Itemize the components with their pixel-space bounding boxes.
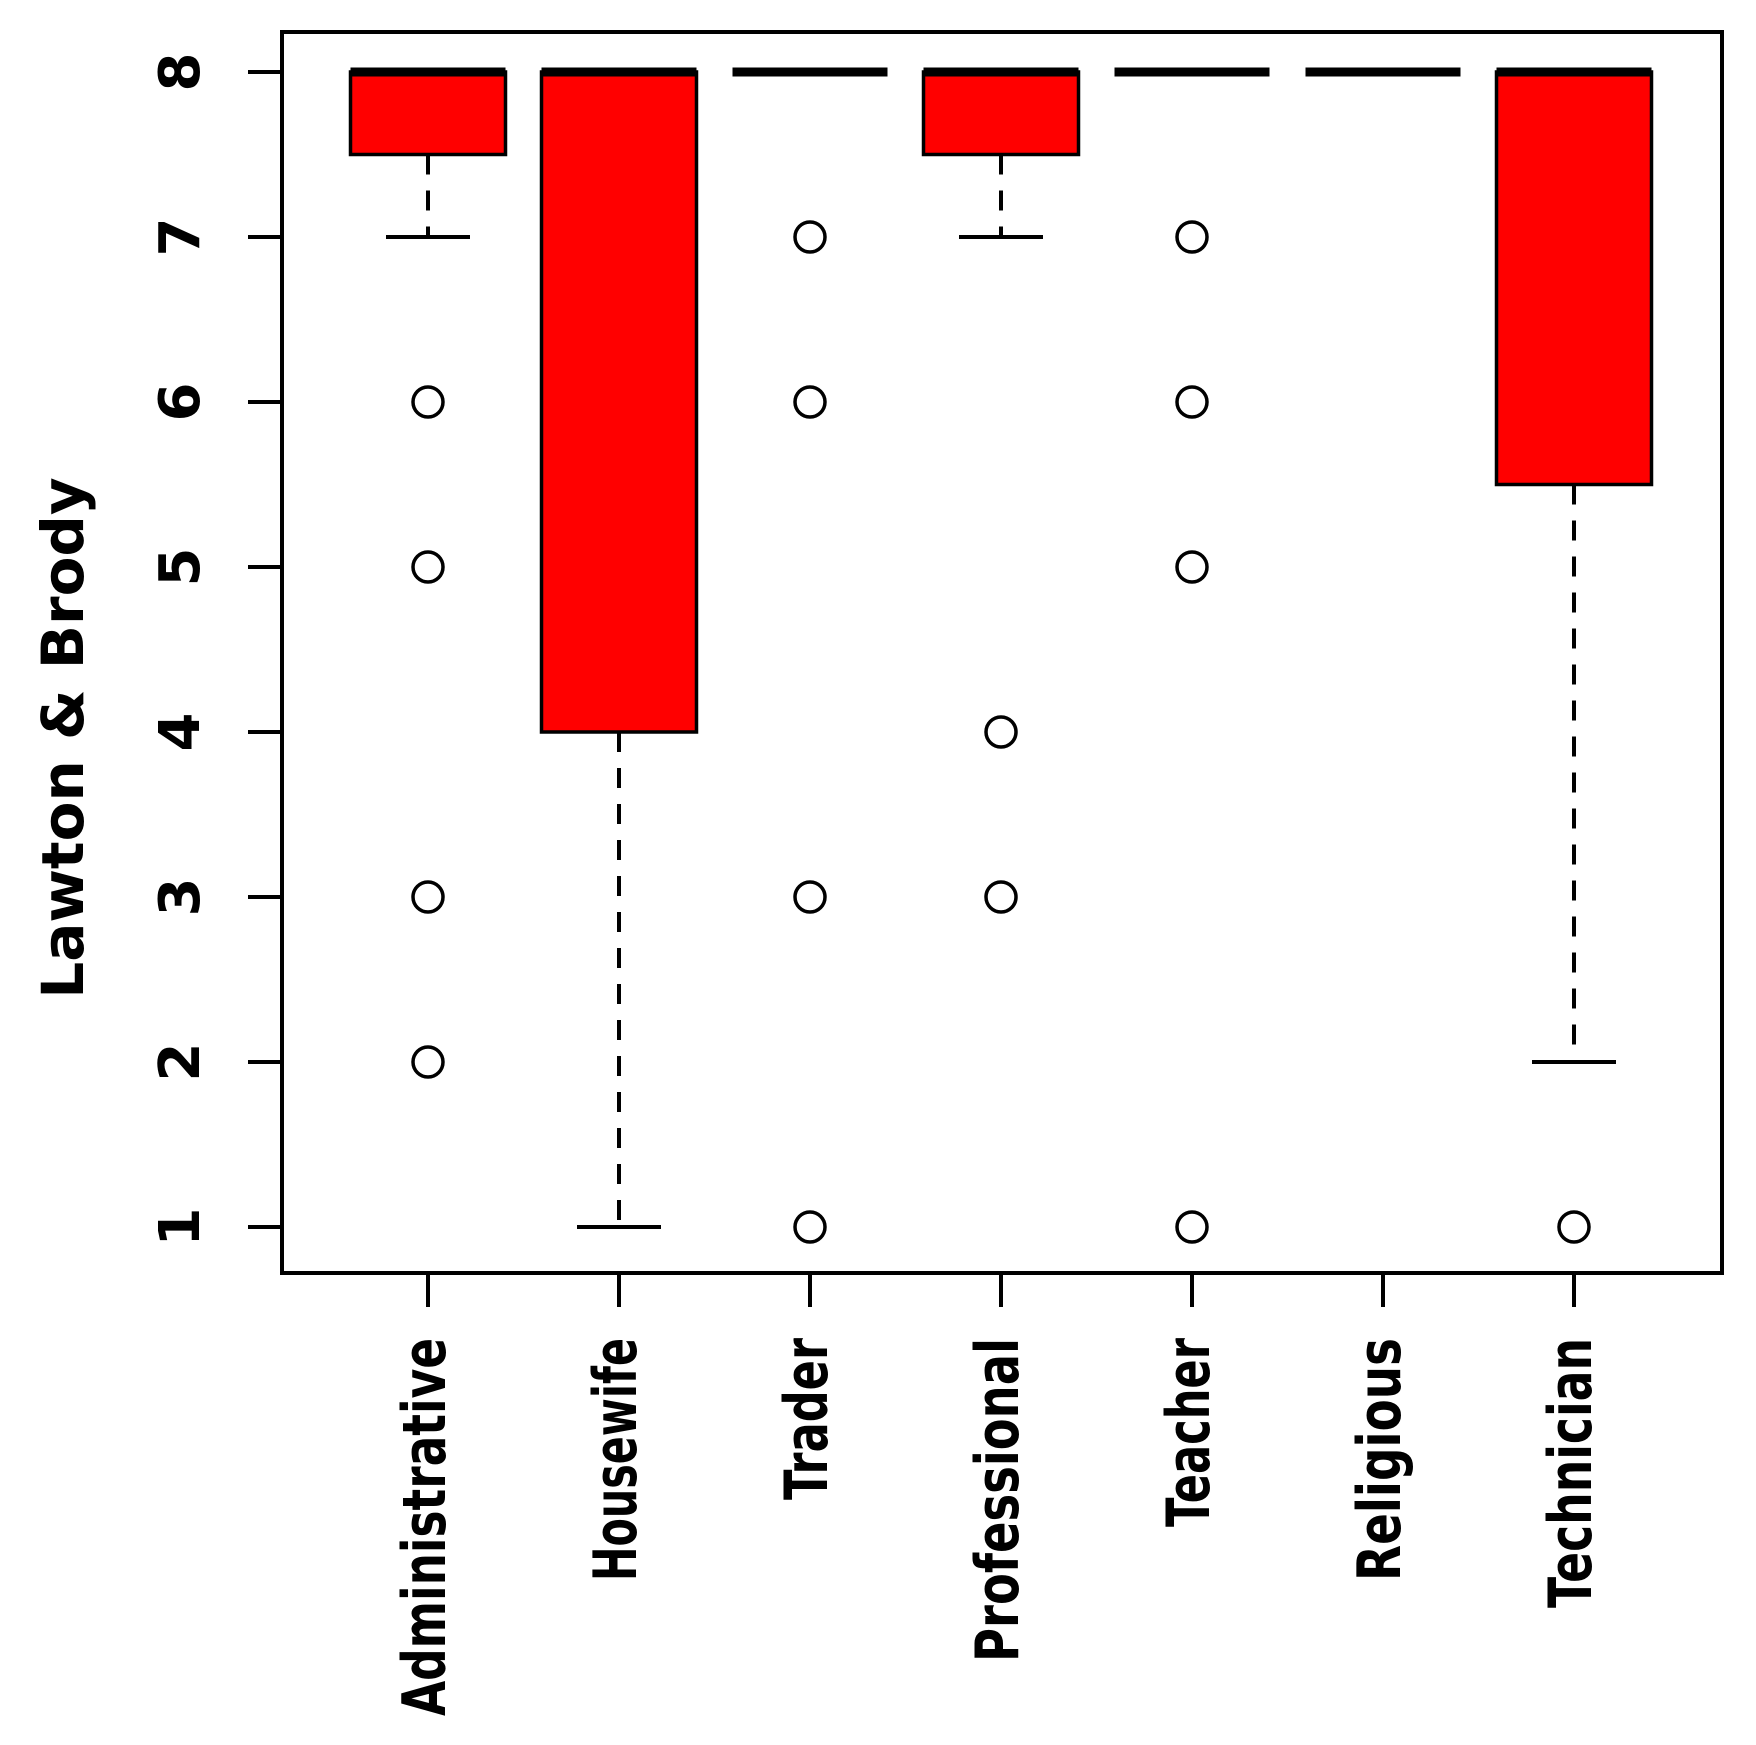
x-axis-label-professional: Professional [963, 1338, 1033, 1662]
y-axis-tick-label-2: 2 [148, 1043, 213, 1082]
outlier-trader-3 [793, 880, 827, 914]
outlier-trader-7 [793, 220, 827, 254]
y-axis-tick-label-3: 3 [148, 878, 213, 917]
outlier-administrative-5 [411, 550, 445, 584]
box-administrative [348, 70, 508, 157]
outlier-teacher-5 [1175, 550, 1209, 584]
outlier-teacher-1 [1175, 1210, 1209, 1244]
outlier-trader-1 [793, 1210, 827, 1244]
outlier-trader-6 [793, 385, 827, 419]
y-axis-tick-label-4: 4 [148, 713, 213, 752]
plot-content: 1 2 3 4 5 6 7 8 Administrative Housewife Trader Pro… [148, 30, 1724, 1716]
x-axis-label-religious: Religious [1345, 1338, 1415, 1581]
box-professional [921, 70, 1081, 157]
y-axis-tick-label-6: 6 [148, 383, 213, 422]
outlier-professional-4 [984, 715, 1018, 749]
outlier-teacher-6 [1175, 385, 1209, 419]
y-axis-tick-label-1: 1 [148, 1208, 213, 1247]
x-axis-label-trader: Trader [772, 1338, 842, 1500]
outlier-administrative-6 [411, 385, 445, 419]
y-axis-tick-label-5: 5 [148, 548, 213, 587]
box-technician [1494, 70, 1654, 487]
y-axis-label: Lawton & Brody [29, 477, 97, 999]
y-axis-tick-label-7: 7 [148, 218, 213, 257]
box-housewife [539, 70, 699, 734]
y-axis-tick-label-8: 8 [148, 53, 213, 92]
x-axis-label-teacher: Teacher [1154, 1338, 1224, 1527]
x-axis-label-technician: Technician [1536, 1338, 1606, 1608]
outlier-technician-1 [1557, 1210, 1591, 1244]
x-axis-label-administrative: Administrative [390, 1338, 460, 1716]
x-axis-label-housewife: Housewife [581, 1338, 651, 1581]
outlier-professional-3 [984, 880, 1018, 914]
outlier-administrative-3 [411, 880, 445, 914]
outlier-teacher-7 [1175, 220, 1209, 254]
outlier-administrative-2 [411, 1045, 445, 1079]
